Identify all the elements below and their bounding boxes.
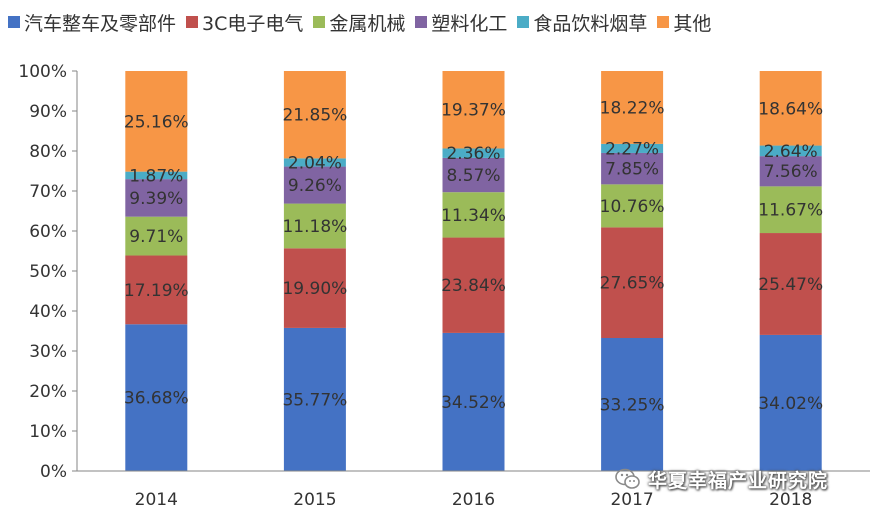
bar-segment [601,227,664,338]
watermark: 华夏幸福产业研究院 [614,462,828,496]
data-label: 7.56% [764,162,818,182]
bar-segment [283,203,346,249]
bar-segment [442,192,505,238]
bar-segment [759,233,822,335]
data-label: 36.68% [124,389,189,409]
legend-item: 塑料化工 [415,9,507,36]
data-label: 35.77% [282,390,347,410]
x-tick-label: 2018 [769,490,812,510]
x-tick-label: 2014 [135,490,178,510]
data-label: 34.02% [758,394,823,414]
x-tick-label: 2017 [610,490,653,510]
data-label: 11.34% [441,206,506,226]
legend-swatch [313,16,326,28]
y-tick-label: 20% [29,382,67,402]
data-label: 25.47% [758,275,823,295]
data-label: 2.36% [446,144,500,164]
bar-segment [283,327,346,471]
data-label: 2.27% [605,139,659,159]
data-label: 23.84% [441,276,506,296]
data-label: 21.85% [282,106,347,126]
legend-label: 3C电子电气 [202,12,304,35]
legend-swatch [657,16,670,28]
y-tick-label: 70% [29,182,67,202]
legend-label: 其他 [673,12,712,35]
bar-segment [442,332,505,471]
x-tick-label: 2015 [293,490,336,510]
y-tick-label: 90% [29,102,67,122]
legend-label: 汽车整车及零部件 [24,12,177,35]
bar-segment [283,71,346,159]
y-tick-label: 0% [40,462,67,482]
bar-segment [759,334,822,471]
data-label: 11.67% [758,201,823,221]
chart-legend: 汽车整车及零部件 3C电子电气 金属机械 塑料化工 食品饮料烟草 其他 [8,8,721,36]
data-label: 8.57% [446,166,500,186]
data-label: 10.76% [600,197,665,217]
bar-segment [759,186,822,234]
y-tick-label: 50% [29,262,67,282]
x-tick-label: 2016 [452,490,495,510]
y-tick-label: 100% [18,62,67,82]
legend-item: 汽车整车及零部件 [8,9,176,36]
legend-swatch [517,16,530,28]
legend-swatch [186,16,199,28]
bar-segment [601,143,664,153]
bar-segment [283,248,346,328]
legend-label: 塑料化工 [431,12,508,35]
y-tick-label: 40% [29,302,67,322]
wechat-icon [615,468,640,489]
data-label: 9.26% [288,176,342,196]
bar-segment [283,158,346,167]
bar-segment [601,338,664,471]
data-label: 19.37% [441,101,506,121]
data-label: 9.71% [129,227,183,247]
bar-segment [125,324,188,471]
data-label: 2.04% [288,153,342,173]
legend-label: 食品饮料烟草 [533,12,648,35]
legend-item: 3C电子电气 [186,9,303,36]
data-label: 2.64% [764,142,818,162]
bar-segment [125,216,188,256]
y-tick-label: 80% [29,142,67,162]
data-label: 27.65% [600,274,665,294]
data-label: 25.16% [124,112,189,132]
bar-segment [601,184,664,228]
bar-segment [442,237,505,333]
bar-segment [759,71,822,146]
bar-segment [125,71,188,172]
bar-segment [125,171,188,180]
y-tick-label: 10% [29,422,67,442]
bar-segment [442,148,505,158]
bar-segment [442,71,505,149]
data-label: 18.64% [758,99,823,119]
bar-segment [442,157,505,193]
y-tick-label: 60% [29,222,67,242]
data-label: 18.22% [600,98,665,118]
bar-segment [283,166,346,204]
legend-swatch [8,16,20,28]
data-label: 34.52% [441,393,506,413]
bar-segment [125,255,188,325]
data-label: 11.18% [282,217,347,237]
legend-item: 其他 [657,9,711,36]
data-label: 17.19% [124,281,189,301]
bar-segment [601,71,664,144]
bar-segment [759,145,822,157]
legend-item: 金属机械 [313,9,405,36]
legend-item: 食品饮料烟草 [517,9,647,36]
legend-label: 金属机械 [329,12,406,35]
data-label: 9.39% [129,189,183,209]
data-label: 19.90% [282,279,347,299]
bar-segment [759,156,822,187]
legend-swatch [415,16,428,28]
data-label: 1.87% [129,166,183,186]
bar-segment [601,152,664,185]
y-tick-label: 30% [29,342,67,362]
bar-segment [125,179,188,217]
watermark-text: 华夏幸福产业研究院 [648,469,829,492]
data-label: 7.85% [605,160,659,180]
data-label: 33.25% [600,396,665,416]
